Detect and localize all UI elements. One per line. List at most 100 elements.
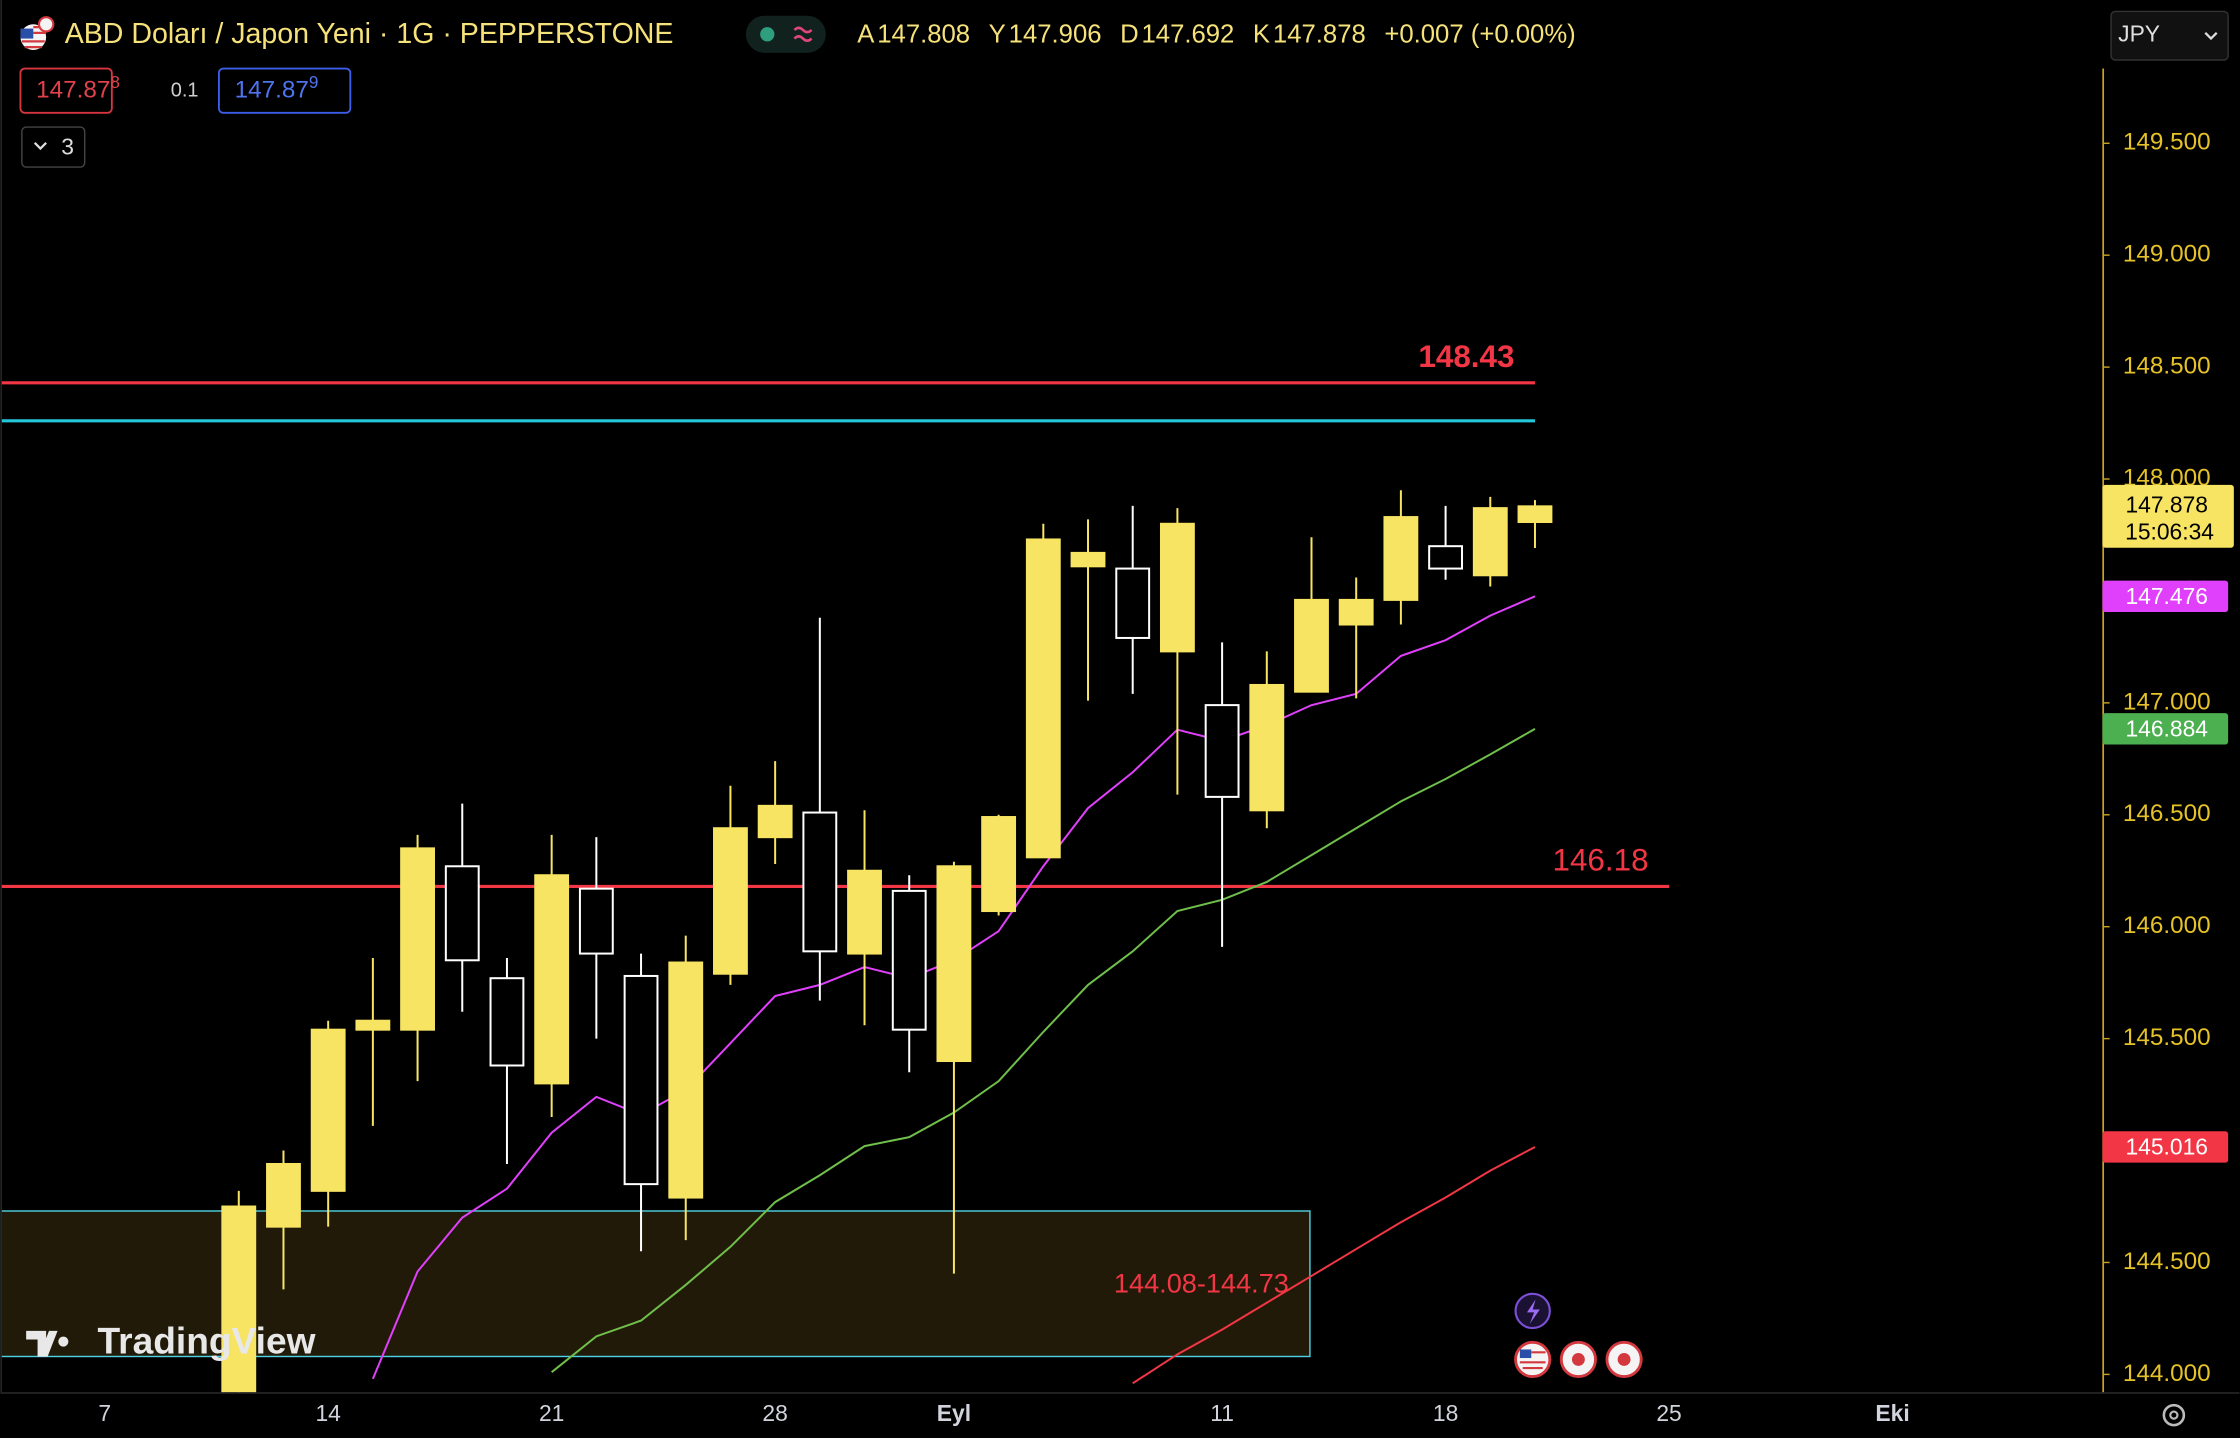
ohlc-label: K [1253,20,1270,48]
y-tick-label: 144.500 [2123,1248,2211,1275]
y-tick-label: 146.000 [2123,912,2211,939]
status-pill [745,15,826,53]
candle-body [1249,683,1285,812]
indicator-toggle[interactable]: 3 [21,126,86,168]
ask-box[interactable] [218,67,352,114]
y-tick-label: 144.000 [2123,1360,2211,1387]
price-tag [2102,713,2229,745]
bid-price[interactable]: 147.878 [36,71,120,103]
candle-body [310,1028,346,1192]
candle-body [1025,538,1061,859]
price-tag-label: 146.884 [2125,715,2208,741]
candle-body [266,1162,301,1228]
currency-dropdown[interactable]: JPY [2110,10,2229,61]
candle-body [355,1019,391,1031]
x-tick-label: Eyl [937,1400,971,1426]
ohlc-value: 147.878 [1273,20,1366,48]
candle-body [713,827,748,975]
x-tick-label: 11 [1210,1400,1234,1426]
data-status-icon [793,26,813,42]
plot-area [0,381,1670,1393]
x-tick-label: 28 [762,1400,787,1426]
indicator-box[interactable] [21,126,86,168]
event-glyph [1571,1353,1585,1366]
candle-body [981,816,1017,913]
current-price-label: 147.878 [2125,491,2208,517]
market-status-dot [760,27,775,42]
candle-body [1115,567,1151,639]
y-tick-label: 149.500 [2123,129,2211,156]
ohlc-value: 147.808 [877,20,970,48]
candle-body [757,804,793,839]
event-glyph [1519,1351,1546,1370]
zone [0,1210,1311,1358]
gear-hub [2169,1410,2179,1420]
logo-mark [26,1330,69,1357]
current-price-tag [2102,484,2234,548]
candle-body [668,961,704,1199]
events[interactable] [1514,1292,1643,1379]
candle-body [1338,598,1374,626]
logo: TradingView [26,1320,316,1362]
price-tag [2102,1131,2229,1163]
flag-badge [37,16,55,33]
candle-body [534,874,570,1085]
candle-body [936,865,972,1063]
candle-body [1204,704,1240,798]
x-tick-label: 21 [539,1400,564,1426]
bid-pip: 8 [110,71,120,91]
y-tick-label: 146.500 [2123,800,2211,827]
candle-body [1517,505,1553,524]
indicator-line [551,727,1536,1373]
candle-body [578,887,614,955]
candle-body [1294,598,1329,693]
currency-label: JPY [2118,21,2160,47]
ask-price[interactable]: 147.879 [235,71,319,103]
currency-box[interactable] [2110,10,2229,61]
ohlc-label: Y [989,20,1006,48]
event-icon[interactable] [1514,1340,1552,1379]
candle-body [1472,507,1508,577]
symbol-header: ABD Doları / Japon Yeni · 1G · PEPPERSTO… [20,15,1576,53]
indicator-count: 3 [61,134,74,160]
y-tick-label: 149.000 [2123,241,2211,268]
candle-body [802,811,838,953]
price-tag-label: 147.476 [2125,583,2208,609]
price-tag-label: 145.016 [2125,1133,2208,1159]
gear[interactable] [2162,1403,2186,1427]
indicator-line [1132,1146,1536,1385]
x-tick-label: 18 [1433,1400,1458,1426]
horizontal-line-label: 146.18 [1552,842,1648,877]
logo-text: TradingView [98,1320,316,1362]
event-glyph [1617,1353,1631,1366]
event-glyph [1526,1299,1540,1324]
ohlc-label: A [857,20,875,48]
zone-label: 144.08-144.73 [1114,1267,1289,1298]
bid-button[interactable]: 147.878 [19,67,120,114]
settings-button[interactable] [2162,1403,2186,1427]
ask-main: 147.87 [235,77,309,104]
horizontal-line-label: 148.43 [1418,339,1514,374]
price-tag [2102,580,2229,613]
candle-body [489,977,525,1067]
candle-body [623,974,659,1186]
ohlc-label: D [1120,20,1139,48]
ask-button[interactable]: 147.879 [218,67,352,114]
ohlc-value: 147.906 [1009,20,1102,48]
spread: 0.1 [171,80,199,102]
bid-box[interactable] [19,67,113,114]
candle-body [444,865,480,962]
candle-body [891,889,927,1031]
x-tick-label: 7 [98,1400,111,1426]
y-tick-label: 148.500 [2123,353,2211,380]
candle-body [1070,551,1106,568]
x-tick-label: 14 [315,1400,341,1426]
bid-main: 147.87 [36,77,110,104]
candle-body [847,869,882,955]
countdown: 15:06:34 [2125,518,2214,544]
candle-body [1159,522,1195,653]
candle-body [1383,516,1419,601]
candle-body [400,847,435,1031]
